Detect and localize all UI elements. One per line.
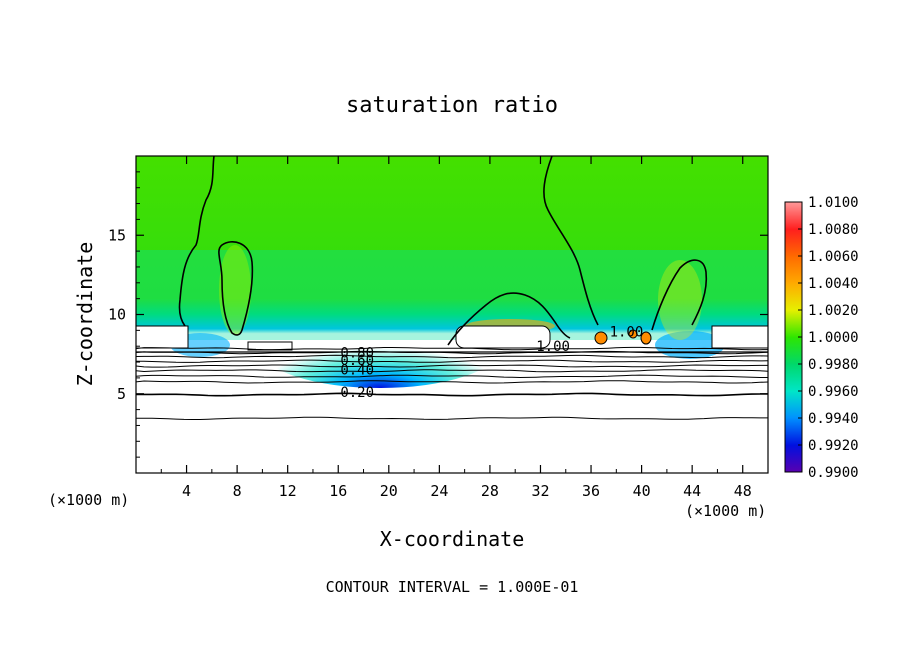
orange-cell-1 (594, 331, 608, 345)
contour-line (135, 369, 769, 373)
contour-label: 0.20 (340, 385, 374, 401)
contour-line (135, 354, 769, 359)
colorbar-label: 0.9960 (808, 384, 859, 400)
colorbar-label: 1.0040 (808, 276, 859, 292)
x-tick-label: 20 (380, 482, 398, 500)
colorbar-segment (785, 445, 802, 473)
colorbar: 1.0100 1.0080 1.0060 1.0040 1.0020 1.0000 0.99… (784, 195, 859, 481)
colorbar-label: 0.9920 (808, 438, 859, 454)
x-tick-label: 44 (683, 482, 701, 500)
moist-column-left (219, 245, 251, 335)
colorbar-label: 1.0060 (808, 249, 859, 265)
contour-labels: 0.800.600.40 0.20 1.00 1.00 (340, 325, 643, 401)
colorbar-segment (785, 283, 802, 311)
contour-loop-right (651, 259, 708, 331)
contour-line (136, 416, 768, 420)
colorbar-segment (785, 391, 802, 419)
chart-title: saturation ratio (346, 93, 558, 118)
y-axis-ticks: 5 10 15 (108, 171, 768, 458)
white-patch-small (247, 341, 293, 351)
colorbar-label: 0.9980 (808, 357, 859, 373)
x-tick-label: 4 (182, 482, 191, 500)
x-tick-label: 40 (633, 482, 651, 500)
x-tick-label: 12 (279, 482, 297, 500)
colorbar-segment (785, 256, 802, 284)
contour-label: 0.40 (340, 363, 374, 379)
contour-interval-note: CONTOUR INTERVAL = 1.000E-01 (326, 578, 579, 596)
x-tick-label: 48 (734, 482, 752, 500)
contour-line (135, 346, 769, 351)
contour-line (135, 364, 768, 368)
colorbar-label: 1.0000 (808, 330, 859, 346)
contour-line (135, 350, 769, 355)
colorbar-segment (785, 202, 802, 230)
x-axis-ticks: 4 8 12 16 20 24 28 32 36 40 44 48 (160, 156, 752, 500)
white-block-left (136, 325, 189, 349)
contour-line (135, 374, 768, 379)
contour-line (135, 380, 769, 384)
contour-label: 0.80 (340, 345, 374, 361)
orange-cell-3 (628, 329, 638, 339)
contour-line (136, 359, 769, 363)
white-block-right (711, 325, 768, 349)
y-axis-label: Z-coordinate (73, 242, 97, 387)
contour-loop-left (218, 241, 254, 336)
colorbar-segment (785, 229, 802, 257)
colorbar-segment (785, 337, 802, 365)
contour-label: 1.00 (536, 339, 570, 355)
contour-lines (135, 346, 769, 420)
colorbar-label: 1.0100 (808, 195, 859, 211)
x-tick-label: 28 (481, 482, 499, 500)
colorbar-label: 1.0080 (808, 222, 859, 238)
contour-line (135, 392, 768, 397)
x-unit-label-right: (×1000 m) (685, 502, 766, 520)
field-background (136, 156, 768, 473)
colorbar-label: 0.9940 (808, 411, 859, 427)
colorbar-label: 1.0020 (808, 303, 859, 319)
colorbar-segment (785, 364, 802, 392)
y-tick-label: 10 (108, 306, 126, 324)
x-axis-label: X-coordinate (380, 527, 525, 551)
contour-line-left-plume (178, 156, 215, 327)
contour-line-right-plume (543, 156, 599, 326)
orange-cell-2 (640, 331, 652, 345)
moist-column-right (658, 260, 702, 340)
contour-hill-mid (447, 292, 571, 346)
x-unit-label-left: (×1000 m) (48, 491, 129, 509)
x-tick-label: 24 (430, 482, 448, 500)
colorbar-segment (785, 310, 802, 338)
x-tick-label: 36 (582, 482, 600, 500)
y-tick-label: 15 (108, 226, 126, 244)
y-tick-label: 5 (117, 385, 126, 403)
colorbar-segment (785, 418, 802, 446)
colorbar-label: 0.9900 (808, 465, 859, 481)
x-tick-label: 32 (531, 482, 549, 500)
x-tick-label: 8 (233, 482, 242, 500)
x-tick-label: 16 (329, 482, 347, 500)
contour-label: 1.00 (610, 325, 644, 341)
plot-area (136, 156, 768, 473)
contour-label: 0.60 (340, 353, 374, 369)
white-block-mid (455, 325, 551, 349)
